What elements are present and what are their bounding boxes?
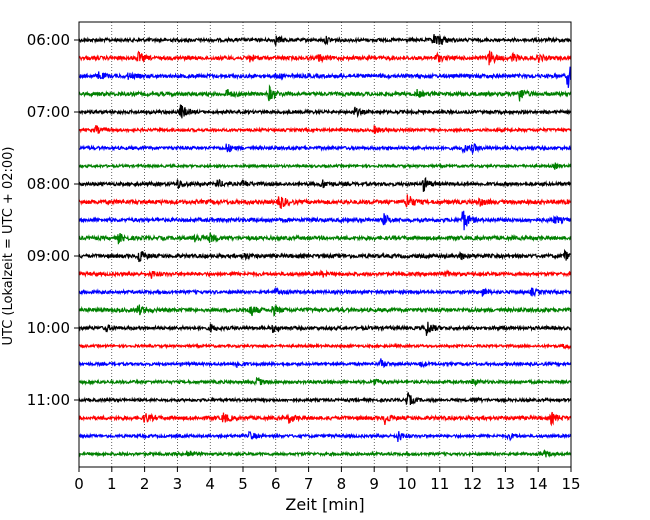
y-tick-label: 08:00 [27, 175, 70, 193]
y-tick-label: 06:00 [27, 31, 70, 49]
seismic-trace-0930 [78, 287, 572, 298]
x-tick-label: 13 [496, 475, 515, 493]
x-tick-label: 10 [397, 475, 416, 493]
seismic-trace-1030 [78, 358, 572, 369]
x-tick-label: 14 [529, 475, 548, 493]
x-tick-label: 15 [561, 475, 580, 493]
x-tick-label: 3 [173, 475, 183, 493]
x-axis-title: Zeit [min] [285, 495, 364, 514]
y-axis-ticks: 06:00 07:00 08:00 09:00 10:00 11:00 [27, 31, 79, 409]
seismic-trace-0630 [78, 66, 572, 88]
seismic-trace-0830 [78, 210, 572, 231]
seismic-trace-0745 [78, 162, 572, 170]
seismic-trace-0815 [78, 194, 572, 209]
seismic-traces [78, 33, 572, 458]
x-axis-ticks: 0 1 2 3 4 5 6 7 8 9 10 11 12 13 14 15 [74, 467, 581, 493]
x-tick-label: 4 [205, 475, 215, 493]
y-tick-label: 09:00 [27, 247, 70, 265]
seismic-trace-1115 [78, 411, 572, 427]
seismic-trace-1130 [78, 430, 572, 442]
x-tick-label: 11 [430, 475, 449, 493]
y-tick-label: 07:00 [27, 103, 70, 121]
seismic-trace-0730 [78, 143, 572, 156]
y-tick-label: 10:00 [27, 319, 70, 337]
seismic-trace-1045 [78, 376, 572, 388]
seismic-trace-0600 [78, 33, 572, 46]
x-tick-label: 7 [304, 475, 314, 493]
x-tick-label: 0 [74, 475, 84, 493]
plot-frame [78, 21, 572, 468]
seismic-trace-0645 [78, 84, 572, 102]
x-tick-label: 1 [107, 475, 117, 493]
seismic-trace-1100 [78, 392, 572, 406]
seismic-trace-0915 [78, 269, 572, 279]
x-tick-label: 2 [140, 475, 150, 493]
seismic-trace-0945 [78, 303, 572, 317]
seismic-trace-0845 [78, 232, 572, 245]
seismic-trace-0715 [78, 125, 572, 135]
seismic-trace-0615 [78, 50, 572, 66]
x-tick-label: 5 [238, 475, 248, 493]
x-tick-label: 6 [271, 475, 281, 493]
y-tick-label: 11:00 [27, 391, 70, 409]
seismic-trace-1000 [78, 321, 572, 336]
seismic-trace-0900 [78, 248, 572, 263]
x-tick-label: 8 [337, 475, 347, 493]
x-tick-label: 9 [369, 475, 379, 493]
seismic-trace-1145 [78, 449, 572, 458]
seismic-trace-0700 [78, 104, 572, 119]
x-tick-label: 12 [463, 475, 482, 493]
seismic-trace-1015 [78, 342, 572, 351]
seismic-trace-0800 [78, 176, 572, 192]
y-axis-title: UTC (Lokalzeit = UTC + 02:00) [1, 147, 16, 346]
grid-lines [111, 22, 539, 467]
